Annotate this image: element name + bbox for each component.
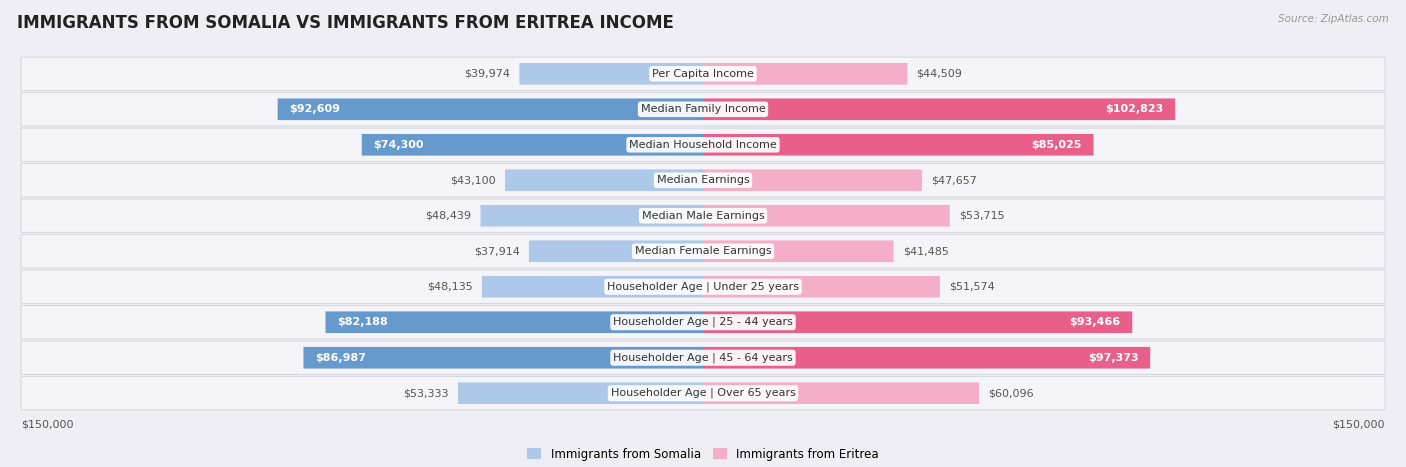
Text: $48,439: $48,439 (426, 211, 471, 221)
Text: Per Capita Income: Per Capita Income (652, 69, 754, 79)
FancyBboxPatch shape (304, 347, 703, 368)
Text: $44,509: $44,509 (917, 69, 963, 79)
Text: $47,657: $47,657 (931, 175, 977, 185)
FancyBboxPatch shape (703, 134, 1094, 156)
FancyBboxPatch shape (703, 241, 894, 262)
Text: Median Female Earnings: Median Female Earnings (634, 246, 772, 256)
FancyBboxPatch shape (21, 199, 1385, 233)
FancyBboxPatch shape (326, 311, 703, 333)
FancyBboxPatch shape (703, 99, 1175, 120)
FancyBboxPatch shape (277, 99, 703, 120)
Text: Median Male Earnings: Median Male Earnings (641, 211, 765, 221)
FancyBboxPatch shape (21, 376, 1385, 410)
Text: $51,574: $51,574 (949, 282, 995, 292)
Text: $150,000: $150,000 (21, 420, 73, 430)
FancyBboxPatch shape (21, 341, 1385, 375)
FancyBboxPatch shape (21, 57, 1385, 91)
Text: $86,987: $86,987 (315, 353, 366, 363)
FancyBboxPatch shape (703, 276, 939, 297)
FancyBboxPatch shape (21, 163, 1385, 197)
FancyBboxPatch shape (703, 311, 1132, 333)
Text: $93,466: $93,466 (1070, 317, 1121, 327)
Text: Median Family Income: Median Family Income (641, 104, 765, 114)
FancyBboxPatch shape (481, 205, 703, 226)
FancyBboxPatch shape (703, 382, 979, 404)
Text: $43,100: $43,100 (450, 175, 496, 185)
Text: $37,914: $37,914 (474, 246, 520, 256)
Legend: Immigrants from Somalia, Immigrants from Eritrea: Immigrants from Somalia, Immigrants from… (523, 443, 883, 466)
Text: $53,715: $53,715 (959, 211, 1004, 221)
FancyBboxPatch shape (703, 205, 949, 226)
Text: $97,373: $97,373 (1088, 353, 1139, 363)
Text: Householder Age | Under 25 years: Householder Age | Under 25 years (607, 282, 799, 292)
FancyBboxPatch shape (482, 276, 703, 297)
Text: Source: ZipAtlas.com: Source: ZipAtlas.com (1278, 14, 1389, 24)
Text: $60,096: $60,096 (988, 388, 1033, 398)
Text: $39,974: $39,974 (464, 69, 510, 79)
Text: $82,188: $82,188 (337, 317, 388, 327)
Text: Householder Age | 25 - 44 years: Householder Age | 25 - 44 years (613, 317, 793, 327)
Text: $150,000: $150,000 (1333, 420, 1385, 430)
Text: Householder Age | 45 - 64 years: Householder Age | 45 - 64 years (613, 353, 793, 363)
Text: $102,823: $102,823 (1105, 104, 1164, 114)
FancyBboxPatch shape (505, 170, 703, 191)
FancyBboxPatch shape (21, 270, 1385, 304)
FancyBboxPatch shape (21, 305, 1385, 339)
Text: $85,025: $85,025 (1032, 140, 1083, 150)
FancyBboxPatch shape (703, 63, 907, 85)
Text: $74,300: $74,300 (373, 140, 423, 150)
Text: $92,609: $92,609 (290, 104, 340, 114)
Text: Median Earnings: Median Earnings (657, 175, 749, 185)
FancyBboxPatch shape (21, 234, 1385, 268)
FancyBboxPatch shape (703, 347, 1150, 368)
Text: $48,135: $48,135 (427, 282, 472, 292)
Text: Median Household Income: Median Household Income (628, 140, 778, 150)
Text: Householder Age | Over 65 years: Householder Age | Over 65 years (610, 388, 796, 398)
FancyBboxPatch shape (529, 241, 703, 262)
FancyBboxPatch shape (21, 128, 1385, 162)
Text: $41,485: $41,485 (903, 246, 949, 256)
Text: IMMIGRANTS FROM SOMALIA VS IMMIGRANTS FROM ERITREA INCOME: IMMIGRANTS FROM SOMALIA VS IMMIGRANTS FR… (17, 14, 673, 32)
Text: $53,333: $53,333 (404, 388, 449, 398)
FancyBboxPatch shape (21, 92, 1385, 126)
FancyBboxPatch shape (361, 134, 703, 156)
FancyBboxPatch shape (703, 170, 922, 191)
FancyBboxPatch shape (458, 382, 703, 404)
FancyBboxPatch shape (519, 63, 703, 85)
